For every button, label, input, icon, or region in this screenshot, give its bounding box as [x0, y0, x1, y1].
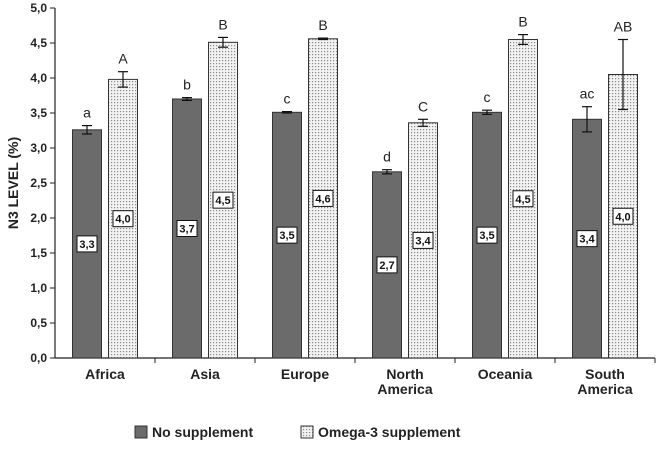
y-tick-label: 2,5 [30, 176, 47, 190]
significance-letter: b [183, 77, 191, 93]
y-tick-label: 5,0 [30, 1, 47, 15]
data-label-box [476, 226, 498, 244]
significance-letter: c [484, 89, 491, 105]
data-label-box [212, 191, 234, 209]
data-label: 4,5 [515, 194, 530, 206]
x-tick-label: America [577, 381, 632, 397]
data-label: 3,7 [179, 224, 194, 236]
data-label-box [76, 235, 98, 253]
x-tick-label: Africa [85, 366, 125, 382]
data-label: 3,4 [415, 235, 431, 247]
data-label-box [612, 207, 634, 225]
legend-label-no-supplement: No supplement [152, 424, 253, 440]
data-label-box [312, 189, 334, 207]
data-label-box [276, 226, 298, 244]
significance-letter: A [118, 51, 128, 67]
y-tick-label: 1,0 [30, 281, 47, 295]
x-tick-label: Oceania [478, 366, 533, 382]
data-label: 2,7 [379, 260, 394, 272]
data-label-box [412, 231, 434, 249]
significance-letter: d [383, 149, 391, 165]
data-label: 3,5 [279, 230, 294, 242]
data-label: 4,5 [215, 195, 230, 207]
significance-letter: ac [580, 86, 595, 102]
data-label: 4,0 [115, 214, 130, 226]
x-tick-label: South [585, 366, 625, 382]
x-tick-label: Asia [190, 366, 220, 382]
y-tick-label: 0,5 [30, 316, 47, 330]
significance-letter: AB [614, 19, 633, 35]
y-tick-label: 0,0 [30, 351, 47, 365]
data-label: 3,4 [579, 234, 595, 246]
significance-letter: C [418, 98, 428, 114]
data-label-box [512, 190, 534, 208]
legend-label-omega3: Omega-3 supplement [318, 424, 461, 440]
data-label: 4,6 [315, 193, 330, 205]
legend-swatch-no-supplement [134, 425, 148, 439]
significance-letter: a [83, 105, 91, 121]
y-axis-title: N3 LEVEL (%) [5, 137, 21, 229]
data-label-box [376, 256, 398, 274]
y-tick-label: 3,5 [30, 106, 47, 120]
x-tick-label: North [386, 366, 423, 382]
legend: No supplement Omega-3 supplement [134, 424, 461, 440]
data-label: 4,0 [615, 211, 630, 223]
legend-swatch-omega3 [300, 425, 314, 439]
y-tick-label: 4,5 [30, 36, 47, 50]
significance-letter: B [218, 16, 227, 32]
data-label-box [112, 210, 134, 228]
y-tick-label: 2,0 [30, 211, 47, 225]
y-tick-label: 1,5 [30, 246, 47, 260]
significance-letter: B [518, 14, 527, 30]
data-label-box [576, 230, 598, 248]
x-tick-label: Europe [281, 366, 329, 382]
x-tick-label: America [377, 381, 432, 397]
significance-letter: c [284, 91, 291, 107]
data-label: 3,5 [479, 230, 494, 242]
significance-letter: B [318, 17, 327, 33]
y-tick-label: 4,0 [30, 71, 47, 85]
data-label-box [176, 220, 198, 237]
y-tick-label: 3,0 [30, 141, 47, 155]
data-label: 3,3 [79, 239, 94, 251]
